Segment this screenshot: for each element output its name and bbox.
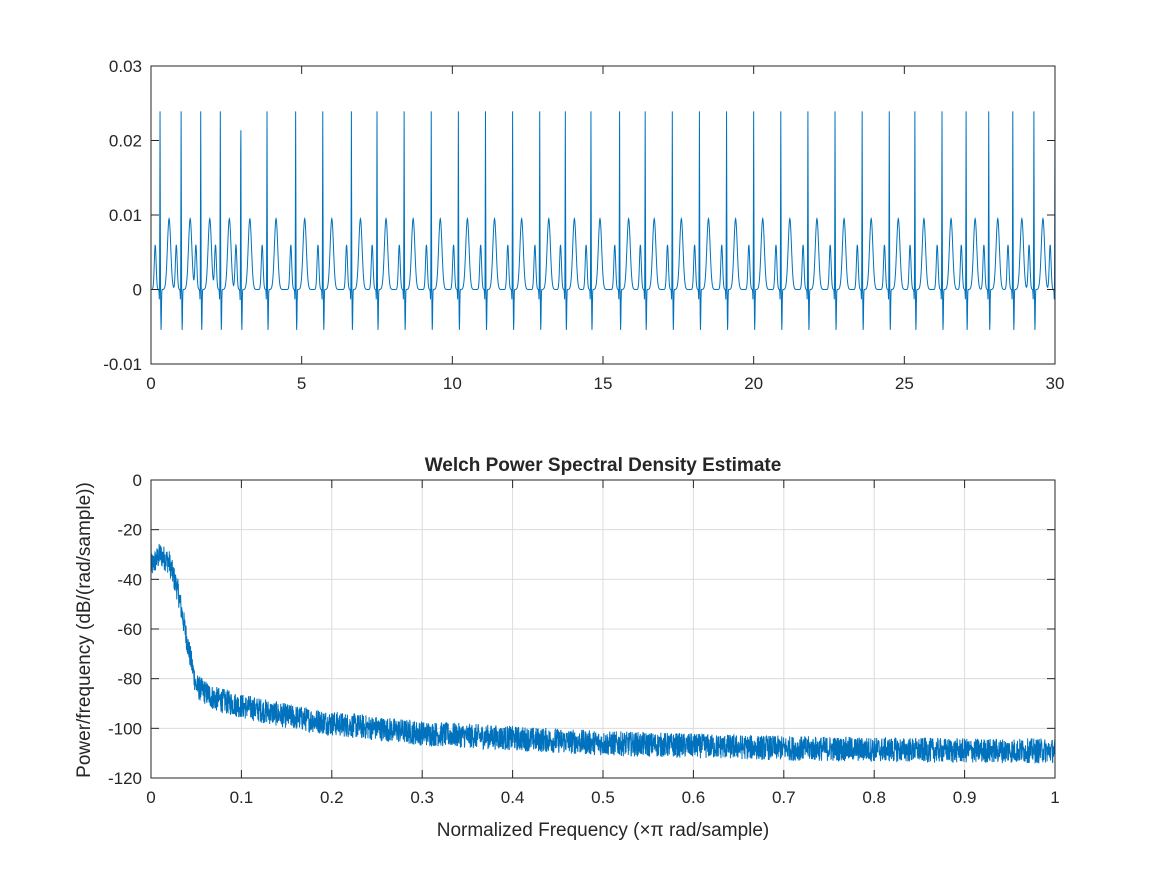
time-signal-y-tick-label: 0.02 [109, 132, 142, 151]
psd-y-tick-label: -120 [108, 769, 142, 788]
time-signal-x-tick-label: 15 [594, 374, 613, 393]
time-signal-x-tick-label: 25 [895, 374, 914, 393]
psd-y-tick-label: -80 [117, 670, 142, 689]
time-signal-y-tick-label: 0 [133, 281, 142, 300]
psd-y-tick-label: 0 [133, 471, 142, 490]
time-signal-x-tick-label: 10 [443, 374, 462, 393]
time-signal-x-tick-label: 20 [744, 374, 763, 393]
psd-x-tick-label: 0 [146, 788, 155, 807]
time-signal-y-tick-label: 0.03 [109, 57, 142, 76]
psd-x-tick-label: 0.1 [230, 788, 254, 807]
psd-x-tick-label: 0.2 [320, 788, 344, 807]
time-signal-y-tick-label: -0.01 [103, 355, 142, 374]
psd-x-tick-label: 0.5 [591, 788, 615, 807]
psd-line [150, 517, 1056, 764]
time-signal-x-tick-label: 5 [297, 374, 306, 393]
psd-x-tick-label: 0.3 [410, 788, 434, 807]
psd-y-tick-label: -100 [108, 719, 142, 738]
psd-x-tick-label: 0.9 [953, 788, 977, 807]
psd-title: Welch Power Spectral Density Estimate [425, 455, 782, 476]
psd-x-tick-label: 0.7 [772, 788, 796, 807]
time-signal-y-tick-label: 0.01 [109, 206, 142, 225]
psd-ylabel: Power/frequency (dB/(rad/sample)) [74, 482, 95, 778]
psd-y-tick-label: -20 [117, 521, 142, 540]
psd-x-tick-label: 1 [1050, 788, 1059, 807]
psd-x-tick-label: 0.8 [862, 788, 886, 807]
time-signal-x-tick-label: 0 [146, 374, 155, 393]
time-signal-series [151, 111, 1056, 330]
psd-xlabel: Normalized Frequency (×π rad/sample) [437, 820, 770, 841]
psd-series [150, 517, 1056, 764]
psd-y-tick-label: -60 [117, 620, 142, 639]
psd-x-tick-label: 0.6 [682, 788, 706, 807]
time-signal-x-tick-label: 30 [1046, 374, 1065, 393]
psd-ticks: 0 0.1 0.2 0.3 0.4 0.5 0.6 0.7 0.8 0.9 1 -120 -100 -80… [108, 471, 1060, 807]
psd-x-tick-label: 0.4 [501, 788, 525, 807]
psd-y-tick-label: -40 [117, 570, 142, 589]
time-signal-line [151, 111, 1056, 330]
time-signal-plot-area [151, 66, 1055, 364]
